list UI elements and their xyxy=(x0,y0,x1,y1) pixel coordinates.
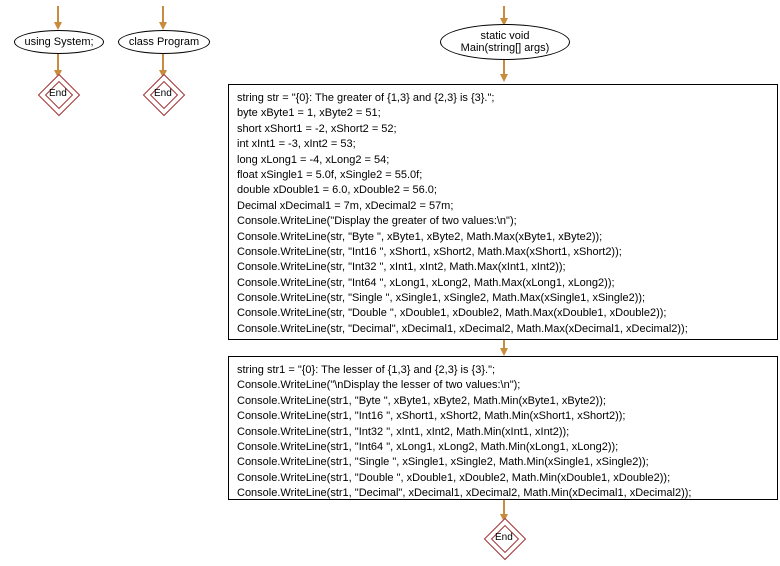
node-class-label: class Program xyxy=(129,36,199,48)
arrow-7-head xyxy=(500,348,508,356)
code-line: Console.WriteLine(str, "Int16 ", xShort1… xyxy=(237,245,769,260)
code-line: long xLong1 = -4, xLong2 = 54; xyxy=(237,153,769,168)
node-main-label-2: Main(string[] args) xyxy=(461,42,550,54)
code-line: Console.WriteLine(str1, "Int32 ", xInt1,… xyxy=(237,425,769,440)
code-line: Console.WriteLine(str1, "Decimal", xDeci… xyxy=(237,486,769,501)
code-line: string str1 = "{0}: The lesser of {1,3} … xyxy=(237,363,769,378)
end-label-3: End xyxy=(495,532,513,543)
code-line: float xSingle1 = 5.0f, xSingle2 = 55.0f; xyxy=(237,168,769,183)
code-line: Decimal xDecimal1 = 7m, xDecimal2 = 57m; xyxy=(237,199,769,214)
code-line: Console.WriteLine(str, "Byte ", xByte1, … xyxy=(237,230,769,245)
code-line: Console.WriteLine(str1, "Byte ", xByte1,… xyxy=(237,394,769,409)
end-label-2: End xyxy=(154,88,172,99)
code-line: Console.WriteLine(str1, "Double ", xDoub… xyxy=(237,471,769,486)
code-line: Console.WriteLine(str, "Int32 ", xInt1, … xyxy=(237,260,769,275)
code-line: string str = "{0}: The greater of {1,3} … xyxy=(237,91,769,106)
code-line: Console.WriteLine("Display the greater o… xyxy=(237,214,769,229)
arrow-2-head xyxy=(159,22,167,30)
code-line: Console.WriteLine(str1, "Single ", xSing… xyxy=(237,455,769,470)
code-line: Console.WriteLine(str, "Int64 ", xLong1,… xyxy=(237,276,769,291)
code-line: Console.WriteLine(str, "Double ", xDoubl… xyxy=(237,306,769,321)
arrow-6-head xyxy=(500,74,508,82)
node-main-label-1: static void xyxy=(481,30,530,42)
code-line: Console.WriteLine("\nDisplay the lesser … xyxy=(237,378,769,393)
code-line: Console.WriteLine(str1, "Int64 ", xLong1… xyxy=(237,440,769,455)
code-line: byte xByte1 = 1, xByte2 = 51; xyxy=(237,106,769,121)
code-block-2: string str1 = "{0}: The lesser of {1,3} … xyxy=(228,356,778,500)
code-line: int xInt1 = -3, xInt2 = 53; xyxy=(237,137,769,152)
code-line: Console.WriteLine(str, "Decimal", xDecim… xyxy=(237,322,769,337)
end-label-1: End xyxy=(49,88,67,99)
code-line: double xDouble1 = 6.0, xDouble2 = 56.0; xyxy=(237,183,769,198)
code-block-1: string str = "{0}: The greater of {1,3} … xyxy=(228,84,778,340)
code-line: Console.WriteLine(str, "Single ", xSingl… xyxy=(237,291,769,306)
arrow-1-head xyxy=(54,22,62,30)
node-using: using System; xyxy=(14,30,104,54)
node-using-label: using System; xyxy=(24,36,93,48)
node-main: static void Main(string[] args) xyxy=(440,24,570,60)
node-class: class Program xyxy=(118,30,210,54)
code-line: short xShort1 = -2, xShort2 = 52; xyxy=(237,122,769,137)
code-line: Console.WriteLine(str1, "Int16 ", xShort… xyxy=(237,409,769,424)
